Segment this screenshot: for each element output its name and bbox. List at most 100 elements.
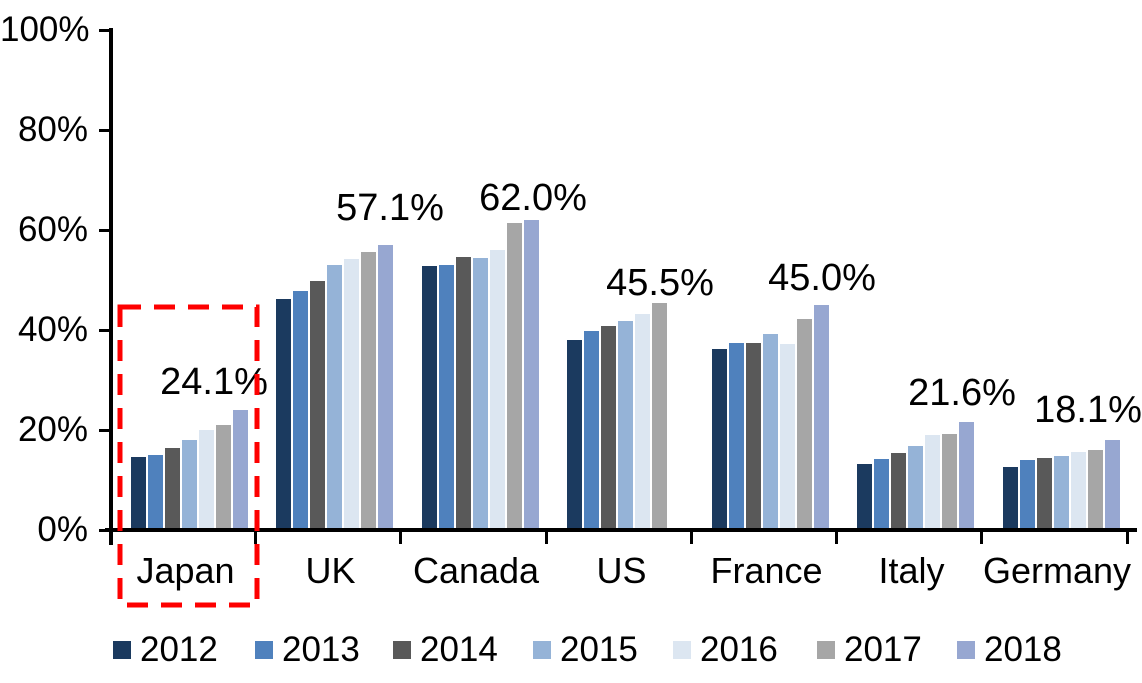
bar-japan-2018	[233, 409, 248, 530]
legend-swatch-2016	[673, 641, 691, 659]
bar-japan-2016	[199, 430, 214, 530]
legend-item-2017: 2017	[817, 630, 922, 670]
data-label-japan: 24.1%	[160, 361, 268, 403]
bar-uk-2015	[327, 265, 342, 530]
legend-label-2014: 2014	[420, 630, 498, 669]
data-label-uk: 57.1%	[336, 187, 444, 229]
bar-uk-2016	[344, 258, 359, 530]
bar-uk-2018	[378, 244, 393, 530]
legend-item-2016: 2016	[673, 630, 778, 670]
x-axis-tick	[1126, 528, 1129, 544]
legend-item-2014: 2014	[393, 630, 498, 670]
x-axis-tick	[690, 528, 693, 544]
bar-italy-2013	[874, 459, 889, 530]
bar-canada-2018	[523, 220, 539, 530]
x-axis-tick	[399, 528, 402, 544]
bar-france-2018	[814, 305, 829, 530]
bar-germany-2014	[1036, 458, 1052, 530]
data-label-italy: 21.6%	[908, 372, 1016, 414]
x-axis-tick	[980, 528, 983, 544]
legend-swatch-2014	[393, 641, 411, 659]
legend-label-2015: 2015	[560, 630, 638, 669]
category-label-uk: UK	[305, 550, 356, 591]
legend-swatch-2015	[533, 641, 551, 659]
bar-us-2017	[652, 302, 667, 530]
category-label-italy: Italy	[878, 550, 945, 591]
bar-japan-2013	[148, 455, 163, 530]
bar-japan-2015	[182, 440, 197, 530]
data-label-germany: 18.1%	[1034, 389, 1142, 431]
legend-item-2013: 2013	[255, 630, 360, 670]
y-axis-label-60-: 60%	[17, 210, 88, 249]
y-axis-tick	[99, 29, 111, 32]
legend-swatch-2018	[957, 641, 975, 659]
bar-us-2013	[584, 331, 599, 530]
bar-france-2015	[763, 334, 778, 530]
bar-italy-2018	[959, 422, 974, 530]
bar-japan-2017	[216, 425, 231, 530]
data-label-us: 45.5%	[606, 262, 714, 304]
bar-france-2012	[712, 348, 727, 530]
x-axis-tick	[545, 528, 548, 544]
bar-germany-2012	[1002, 467, 1018, 530]
y-axis-tick	[99, 229, 111, 232]
bar-canada-2016	[489, 250, 505, 530]
y-axis-label-40-: 40%	[17, 310, 88, 349]
bar-germany-2017	[1087, 450, 1103, 530]
bar-uk-2012	[276, 299, 291, 530]
legend-item-2015: 2015	[533, 630, 638, 670]
category-label-us: US	[596, 550, 647, 591]
bar-canada-2014	[455, 256, 471, 530]
x-axis-tick	[254, 528, 257, 544]
bar-canada-2015	[472, 257, 488, 530]
bar-germany-2018	[1104, 439, 1120, 530]
y-axis-tick	[99, 329, 111, 332]
bar-uk-2017	[361, 252, 376, 530]
bar-germany-2016	[1070, 452, 1086, 530]
bar-italy-2014	[891, 453, 906, 530]
legend-label-2016: 2016	[700, 630, 778, 669]
data-label-canada: 62.0%	[479, 177, 587, 219]
bar-france-2014	[746, 342, 761, 530]
legend-swatch-2012	[113, 641, 131, 659]
y-axis-line	[109, 28, 113, 545]
bar-italy-2015	[908, 446, 923, 530]
bar-italy-2012	[857, 464, 872, 530]
bar-japan-2012	[131, 456, 146, 530]
bar-france-2017	[797, 319, 812, 530]
legend-swatch-2017	[817, 641, 835, 659]
legend-label-2013: 2013	[282, 630, 360, 669]
bar-japan-2014	[165, 447, 180, 530]
bar-italy-2016	[925, 435, 940, 530]
y-axis-label-100-: 100%	[0, 10, 90, 49]
bar-uk-2013	[293, 291, 308, 530]
legend-item-2012: 2012	[113, 630, 218, 670]
y-axis-tick	[99, 129, 111, 132]
legend-label-2012: 2012	[140, 630, 218, 669]
category-label-germany: Germany	[982, 550, 1132, 591]
category-label-france: France	[710, 550, 823, 591]
y-axis-label-20-: 20%	[17, 410, 88, 449]
bar-uk-2014	[310, 281, 325, 530]
y-axis-tick	[99, 429, 111, 432]
bar-us-2015	[618, 320, 633, 530]
y-axis-label-80-: 80%	[17, 110, 88, 149]
bar-us-2014	[601, 326, 616, 530]
x-axis-tick	[109, 528, 112, 544]
legend-label-2018: 2018	[984, 630, 1062, 669]
bar-canada-2012	[421, 266, 437, 530]
bar-canada-2013	[438, 264, 454, 530]
legend-swatch-2013	[255, 641, 273, 659]
y-axis-label-0-: 0%	[37, 510, 88, 549]
legend-label-2017: 2017	[844, 630, 922, 669]
x-axis-tick	[835, 528, 838, 544]
bar-france-2016	[780, 344, 795, 530]
legend-item-2018: 2018	[957, 630, 1062, 670]
category-label-japan: Japan	[136, 550, 235, 591]
bar-us-2016	[635, 313, 650, 530]
category-label-canada: Canada	[412, 550, 540, 591]
data-label-france: 45.0%	[768, 257, 876, 299]
bar-italy-2017	[942, 434, 957, 530]
bar-us-2012	[567, 340, 582, 530]
